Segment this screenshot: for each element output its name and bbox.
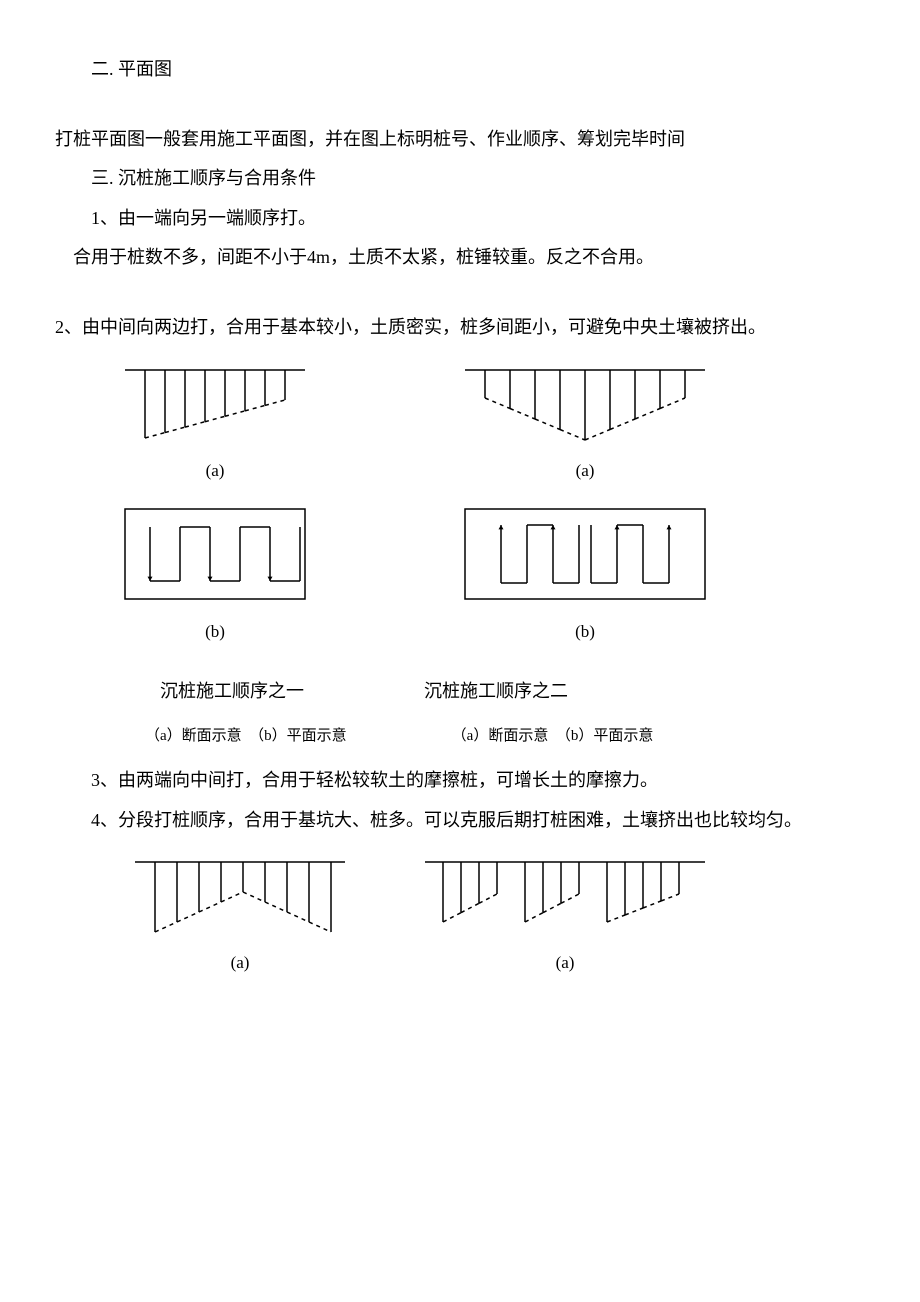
fig1a-diagram [115, 358, 315, 448]
fig3a-col: (a) [125, 850, 355, 981]
fig3a-label: (a) [231, 944, 250, 981]
fig2b-label: (b) [575, 613, 595, 650]
fig1-title: 沉桩施工顺序之一 [160, 672, 304, 712]
fig1b-label: (b) [205, 613, 225, 650]
figure-row-a2: (a) (a) [125, 850, 865, 981]
fig3a-diagram [125, 850, 355, 940]
fig4a-col: (a) [415, 850, 715, 981]
fig4a-diagram [415, 850, 715, 940]
figure-row-a: (a) (a) [115, 358, 865, 489]
fig2b-diagram [455, 499, 715, 609]
fig1a-label: (a) [206, 452, 225, 489]
item-3: 3、由两端向中间打，合用于轻松较软土的摩擦桩，可增长土的摩擦力。 [55, 761, 865, 801]
item-4: 4、分段打桩顺序，合用于基坑大、桩多。可以克服后期打桩困难，土壤挤出也比较均匀。 [55, 801, 865, 841]
fig1a-col: (a) [115, 358, 315, 489]
fig2a-diagram [455, 358, 715, 448]
fig2b-col: (b) [455, 499, 715, 650]
heading-2: 二. 平面图 [55, 50, 865, 90]
fig-titles: 沉桩施工顺序之一 沉桩施工顺序之二 [160, 660, 865, 712]
para-plan-view: 打桩平面图一般套用施工平面图，并在图上标明桩号、作业顺序、筹划完毕时间 [55, 120, 865, 160]
figure-row-b: (b) (b) [115, 499, 865, 650]
fig1-sub: （a）断面示意 （b）平面示意 [145, 720, 347, 753]
item-1: 1、由一端向另一端顺序打。 [55, 199, 865, 239]
fig1b-col: (b) [115, 499, 315, 650]
fig4a-label: (a) [556, 944, 575, 981]
item-1-detail: 合用于桩数不多，间距不小于4m，土质不太紧，桩锤较重。反之不合用。 [55, 238, 865, 278]
fig1b-diagram [115, 499, 315, 609]
fig2-sub: （a）断面示意 （b）平面示意 [452, 720, 654, 753]
fig2a-col: (a) [455, 358, 715, 489]
heading-3: 三. 沉桩施工顺序与合用条件 [55, 159, 865, 199]
item-2: 2、由中间向两边打，合用于基本较小，土质密实，桩多间距小，可避免中央土壤被挤出。 [55, 308, 865, 348]
fig2a-label: (a) [576, 452, 595, 489]
fig2-title: 沉桩施工顺序之二 [424, 672, 568, 712]
fig-subtitles: （a）断面示意 （b）平面示意 （a）断面示意 （b）平面示意 [145, 716, 865, 753]
